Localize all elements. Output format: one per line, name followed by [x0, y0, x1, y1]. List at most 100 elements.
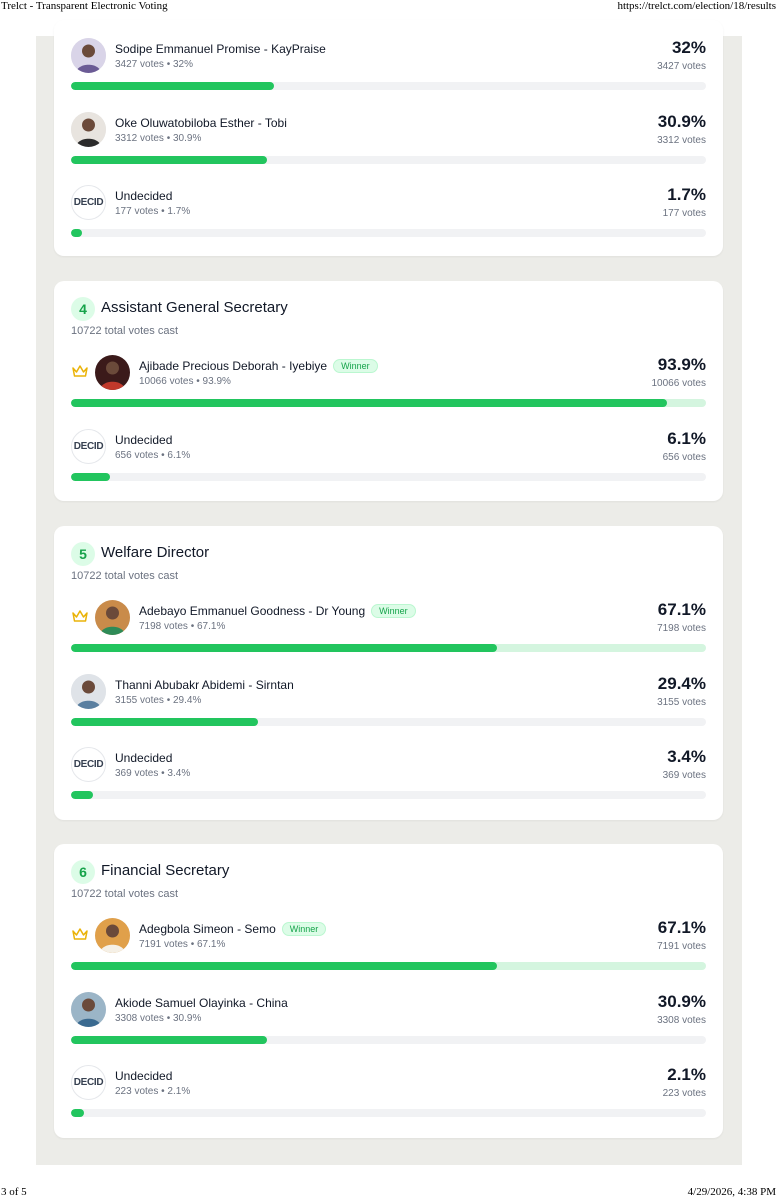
position-number-badge: 4 [71, 297, 95, 321]
vote-progress-bar [71, 229, 706, 237]
candidate-name: Undecided [115, 433, 172, 447]
position-card: 5 Welfare Director 10722 total votes cast A… [54, 526, 723, 820]
candidate-name: Adebayo Emmanuel Goodness - Dr Young Winn… [139, 604, 416, 618]
candidate-name-text: Adebayo Emmanuel Goodness - Dr Young [139, 604, 366, 618]
vote-progress-fill [71, 473, 110, 481]
candidate-name: Sodipe Emmanuel Promise - KayPraise [115, 42, 326, 56]
vote-percentage: 1.7% [667, 185, 706, 204]
candidate-vote-summary: 656 votes • 6.1% [115, 450, 191, 461]
crown-icon [71, 608, 89, 624]
candidate-name-text: Oke Oluwatobiloba Esther - Tobi [115, 116, 287, 130]
undecided-logo-text: DECID [73, 1077, 104, 1088]
candidate-name: Adegbola Simeon - Semo Winner [139, 922, 327, 936]
total-votes-cast: 10722 total votes cast [71, 325, 179, 337]
vote-count: 3155 votes [657, 697, 706, 708]
vote-progress-fill [71, 399, 668, 407]
vote-progress-bar [71, 399, 706, 407]
candidate-name: Akiode Samuel Olayinka - China [115, 996, 288, 1010]
candidate-row: DECID Undecided 177 votes • 1.7% 1.7% 177 vo… [71, 185, 706, 249]
candidate-row: Adebayo Emmanuel Goodness - Dr Young Winn… [71, 600, 706, 664]
vote-count: 3427 votes [657, 61, 706, 72]
vote-progress-bar [71, 718, 706, 726]
position-card: 4 Assistant General Secretary 10722 total … [54, 281, 723, 501]
vote-progress-bar [71, 1109, 706, 1117]
candidate-name: Thanni Abubakr Abidemi - Sirntan [115, 678, 294, 692]
vote-progress-fill [71, 1109, 85, 1117]
candidate-name-text: Undecided [115, 1069, 173, 1083]
position-number-badge: 6 [71, 860, 95, 884]
candidate-row: Ajibade Precious Deborah - Iyebiye Winner… [71, 355, 706, 419]
vote-progress-fill [71, 718, 258, 726]
candidate-vote-summary: 223 votes • 2.1% [115, 1086, 191, 1097]
vote-progress-bar [71, 156, 706, 164]
vote-progress-bar [71, 1036, 706, 1044]
position-number-badge: 5 [71, 542, 95, 566]
position-title: Assistant General Secretary [101, 299, 288, 316]
winner-badge: Winner [333, 359, 378, 373]
print-footer: 3 of 5 4/29/2026, 4:38 PM [0, 1186, 777, 1200]
vote-progress-bar [71, 473, 706, 481]
position-title: Financial Secretary [101, 862, 230, 879]
undecided-logo: DECID [71, 185, 106, 220]
vote-percentage: 93.9% [657, 355, 706, 374]
vote-count: 369 votes [662, 770, 706, 781]
vote-count: 656 votes [662, 452, 706, 463]
candidate-name: Oke Oluwatobiloba Esther - Tobi [115, 116, 287, 130]
vote-progress-bar [71, 962, 706, 970]
vote-progress-fill [71, 82, 275, 90]
vote-count: 3312 votes [657, 135, 706, 146]
vote-count: 177 votes [662, 208, 706, 219]
candidate-name-text: Thanni Abubakr Abidemi - Sirntan [115, 678, 294, 692]
vote-progress-fill [71, 962, 498, 970]
candidate-vote-summary: 3312 votes • 30.9% [115, 133, 202, 144]
print-page-url: https://trelct.com/election/18/results [617, 0, 776, 12]
print-datetime: 4/29/2026, 4:38 PM [687, 1186, 776, 1198]
winner-badge: Winner [281, 922, 327, 936]
candidate-row: Sodipe Emmanuel Promise - KayPraise 3427 … [71, 38, 706, 102]
candidate-name: Undecided [115, 751, 172, 765]
candidate-name-text: Undecided [115, 751, 173, 765]
candidate-row: Thanni Abubakr Abidemi - Sirntan 3155 vot… [71, 674, 706, 738]
crown-icon [71, 926, 89, 942]
candidate-avatar [71, 674, 106, 709]
candidate-row: DECID Undecided 369 votes • 3.4% 3.4% 369 vo… [71, 747, 706, 811]
candidate-name: Undecided [115, 1069, 172, 1083]
position-card: 6 Financial Secretary 10722 total votes ca… [54, 844, 723, 1138]
candidate-name-text: Sodipe Emmanuel Promise - KayPraise [115, 42, 326, 56]
candidate-avatar [71, 992, 106, 1027]
candidate-vote-summary: 7198 votes • 67.1% [139, 621, 226, 632]
winner-badge: Winner [371, 604, 416, 618]
candidate-avatar [95, 355, 130, 390]
vote-progress-fill [71, 229, 82, 237]
candidate-vote-summary: 3308 votes • 30.9% [115, 1013, 202, 1024]
candidate-avatar [95, 600, 130, 635]
total-votes-cast: 10722 total votes cast [71, 570, 179, 582]
vote-percentage: 29.4% [657, 674, 706, 693]
print-page-number: 3 of 5 [1, 1186, 27, 1198]
candidate-row: Akiode Samuel Olayinka - China 3308 votes… [71, 992, 706, 1056]
vote-percentage: 67.1% [657, 918, 706, 937]
candidate-vote-summary: 7191 votes • 67.1% [139, 939, 226, 950]
position-title: Welfare Director [101, 544, 210, 561]
undecided-logo-text: DECID [73, 441, 104, 452]
print-header: Trelct - Transparent Electronic Voting h… [0, 0, 777, 14]
candidate-name-text: Ajibade Precious Deborah - Iyebiye [139, 359, 328, 373]
undecided-logo: DECID [71, 1065, 106, 1100]
candidate-avatar [71, 38, 106, 73]
total-votes-cast: 10722 total votes cast [71, 888, 179, 900]
candidate-row: Oke Oluwatobiloba Esther - Tobi 3312 vote… [71, 112, 706, 176]
vote-count: 7191 votes [657, 941, 706, 952]
vote-progress-bar [71, 82, 706, 90]
vote-percentage: 2.1% [667, 1065, 706, 1084]
vote-progress-fill [71, 1036, 268, 1044]
vote-progress-fill [71, 156, 268, 164]
vote-percentage: 32% [671, 38, 706, 57]
vote-percentage: 30.9% [657, 992, 706, 1011]
vote-percentage: 6.1% [667, 429, 706, 448]
undecided-logo: DECID [71, 429, 106, 464]
candidate-name-text: Akiode Samuel Olayinka - China [115, 996, 288, 1010]
candidate-vote-summary: 369 votes • 3.4% [115, 768, 191, 779]
undecided-logo-text: DECID [73, 197, 104, 208]
candidate-avatar [95, 918, 130, 953]
candidate-vote-summary: 10066 votes • 93.9% [139, 376, 231, 387]
